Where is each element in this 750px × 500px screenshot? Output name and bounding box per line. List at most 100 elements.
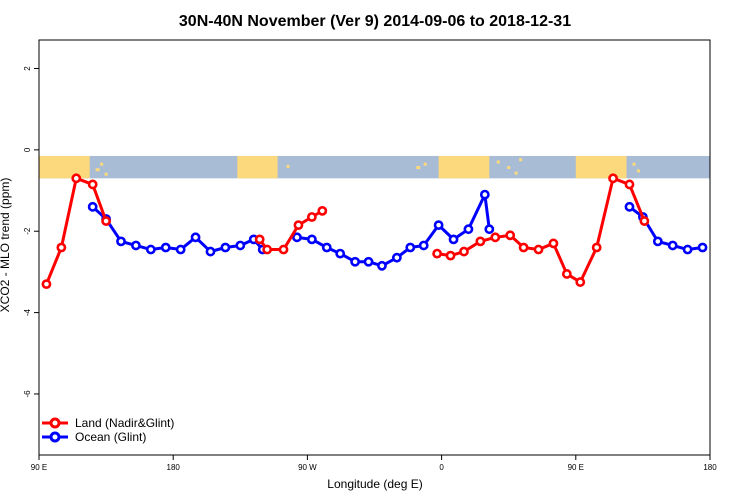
map-island-9 — [519, 158, 523, 162]
series-ocean-point — [292, 232, 302, 243]
series-ocean-point — [667, 240, 678, 251]
series-ocean-point — [131, 240, 141, 251]
x-tick-label: 180 — [167, 463, 181, 472]
y-tick-label: -2 — [23, 227, 32, 235]
series-ocean-point — [321, 242, 332, 253]
series-land-point — [459, 246, 469, 257]
series-ocean-point — [335, 248, 346, 259]
plot-frame — [38, 39, 711, 456]
series-ocean-point — [363, 256, 374, 267]
series-land-point — [490, 232, 501, 243]
legend: Land (Nadir&Glint) Ocean (Glint) — [42, 416, 174, 444]
series-ocean-point — [463, 224, 474, 235]
series-land-point — [475, 236, 486, 247]
series-land-point — [101, 216, 111, 226]
x-tick-label: 90 E — [568, 463, 584, 472]
map-land-0 — [39, 155, 90, 179]
map-island-3 — [286, 164, 290, 168]
series-ocean-point — [433, 220, 444, 231]
series-ocean-point — [479, 189, 490, 200]
series-land-point — [293, 220, 304, 231]
x-axis: 90 E 180 90 W 0 90 E 180 — [31, 455, 717, 472]
series-ocean-point — [418, 240, 429, 251]
series-land-point — [278, 244, 289, 255]
map-island-10 — [632, 162, 636, 166]
y-tick-label: -6 — [23, 390, 32, 398]
series-land-point — [262, 244, 273, 255]
series-land-point — [317, 205, 328, 216]
series-ocean-point — [220, 242, 231, 253]
series-ocean-point — [116, 236, 126, 247]
map-island-1 — [100, 162, 104, 166]
series-land — [41, 173, 650, 290]
legend-land-marker — [49, 417, 61, 429]
series-land-point — [254, 234, 265, 245]
series-land-point — [41, 279, 52, 290]
x-tick-label: 180 — [703, 463, 717, 472]
y-tick-label: 0 — [23, 147, 32, 152]
map-island-2 — [104, 172, 108, 176]
series-land-point — [548, 238, 559, 249]
series-ocean-point — [697, 242, 708, 253]
legend-ocean-marker — [49, 431, 61, 443]
series-ocean-point — [190, 232, 201, 243]
series-ocean-point — [682, 244, 693, 255]
map-island-11 — [636, 169, 640, 173]
series-ocean-point — [235, 240, 246, 251]
map-island-4 — [416, 166, 421, 170]
series-ocean-point — [484, 224, 495, 235]
series-land-point — [624, 179, 635, 190]
series-ocean-point — [175, 244, 186, 255]
series-ocean-point — [160, 242, 171, 253]
series-ocean-point — [205, 246, 216, 257]
legend-item-land: Land (Nadir&Glint) — [42, 416, 174, 430]
map-island-0 — [95, 168, 100, 172]
series-land-point — [575, 277, 586, 287]
series-ocean-point — [448, 234, 459, 245]
y-tick-label: -4 — [23, 308, 32, 316]
y-axis: 2 0 -2 -4 -6 — [23, 66, 39, 398]
series-ocean-point — [306, 234, 317, 245]
x-axis-label: Longitude (deg E) — [327, 477, 422, 491]
x-tick-label: 90 E — [31, 463, 47, 472]
series-ocean-point — [350, 256, 361, 267]
map-ocean — [39, 155, 710, 179]
legend-item-ocean: Ocean (Glint) — [42, 430, 146, 444]
series-land-point — [445, 250, 456, 261]
y-axis-label: XCO2 - MLO trend (ppm) — [0, 178, 12, 313]
series-land-point — [71, 173, 82, 184]
legend-land-label: Land (Nadir&Glint) — [75, 416, 174, 430]
series-land-line-0 — [45, 176, 108, 285]
series-land-point — [432, 248, 443, 259]
series-ocean — [87, 189, 708, 271]
legend-ocean-label: Ocean (Glint) — [75, 430, 146, 444]
series-land-point — [306, 212, 317, 222]
series-ocean-point — [87, 201, 98, 212]
map-island-5 — [423, 162, 427, 166]
series-ocean-point — [405, 242, 416, 253]
map-island-8 — [514, 171, 518, 175]
y-tick-label: 2 — [23, 66, 32, 71]
series-land-point — [561, 269, 572, 279]
world-map-strip — [39, 155, 710, 179]
series-land-point — [87, 179, 98, 190]
series-land-point — [639, 216, 650, 226]
series-ocean-point — [624, 201, 635, 212]
series-land-point — [56, 242, 67, 253]
series-layer — [41, 173, 708, 290]
series-ocean-point — [652, 236, 663, 247]
map-land-1 — [237, 155, 278, 179]
map-island-6 — [496, 160, 500, 164]
series-land-point — [505, 230, 516, 241]
series-land-point — [608, 173, 618, 184]
map-land-3 — [575, 155, 627, 179]
series-ocean-point — [391, 252, 402, 263]
x-tick-label: 90 W — [298, 463, 317, 472]
series-land-point — [591, 242, 602, 253]
map-island-7 — [507, 166, 511, 170]
chart-title: 30N-40N November (Ver 9) 2014-09-06 to 2… — [179, 13, 571, 30]
series-land-point — [518, 242, 529, 253]
series-ocean-point — [377, 260, 387, 271]
x-tick-label: 0 — [439, 463, 444, 472]
